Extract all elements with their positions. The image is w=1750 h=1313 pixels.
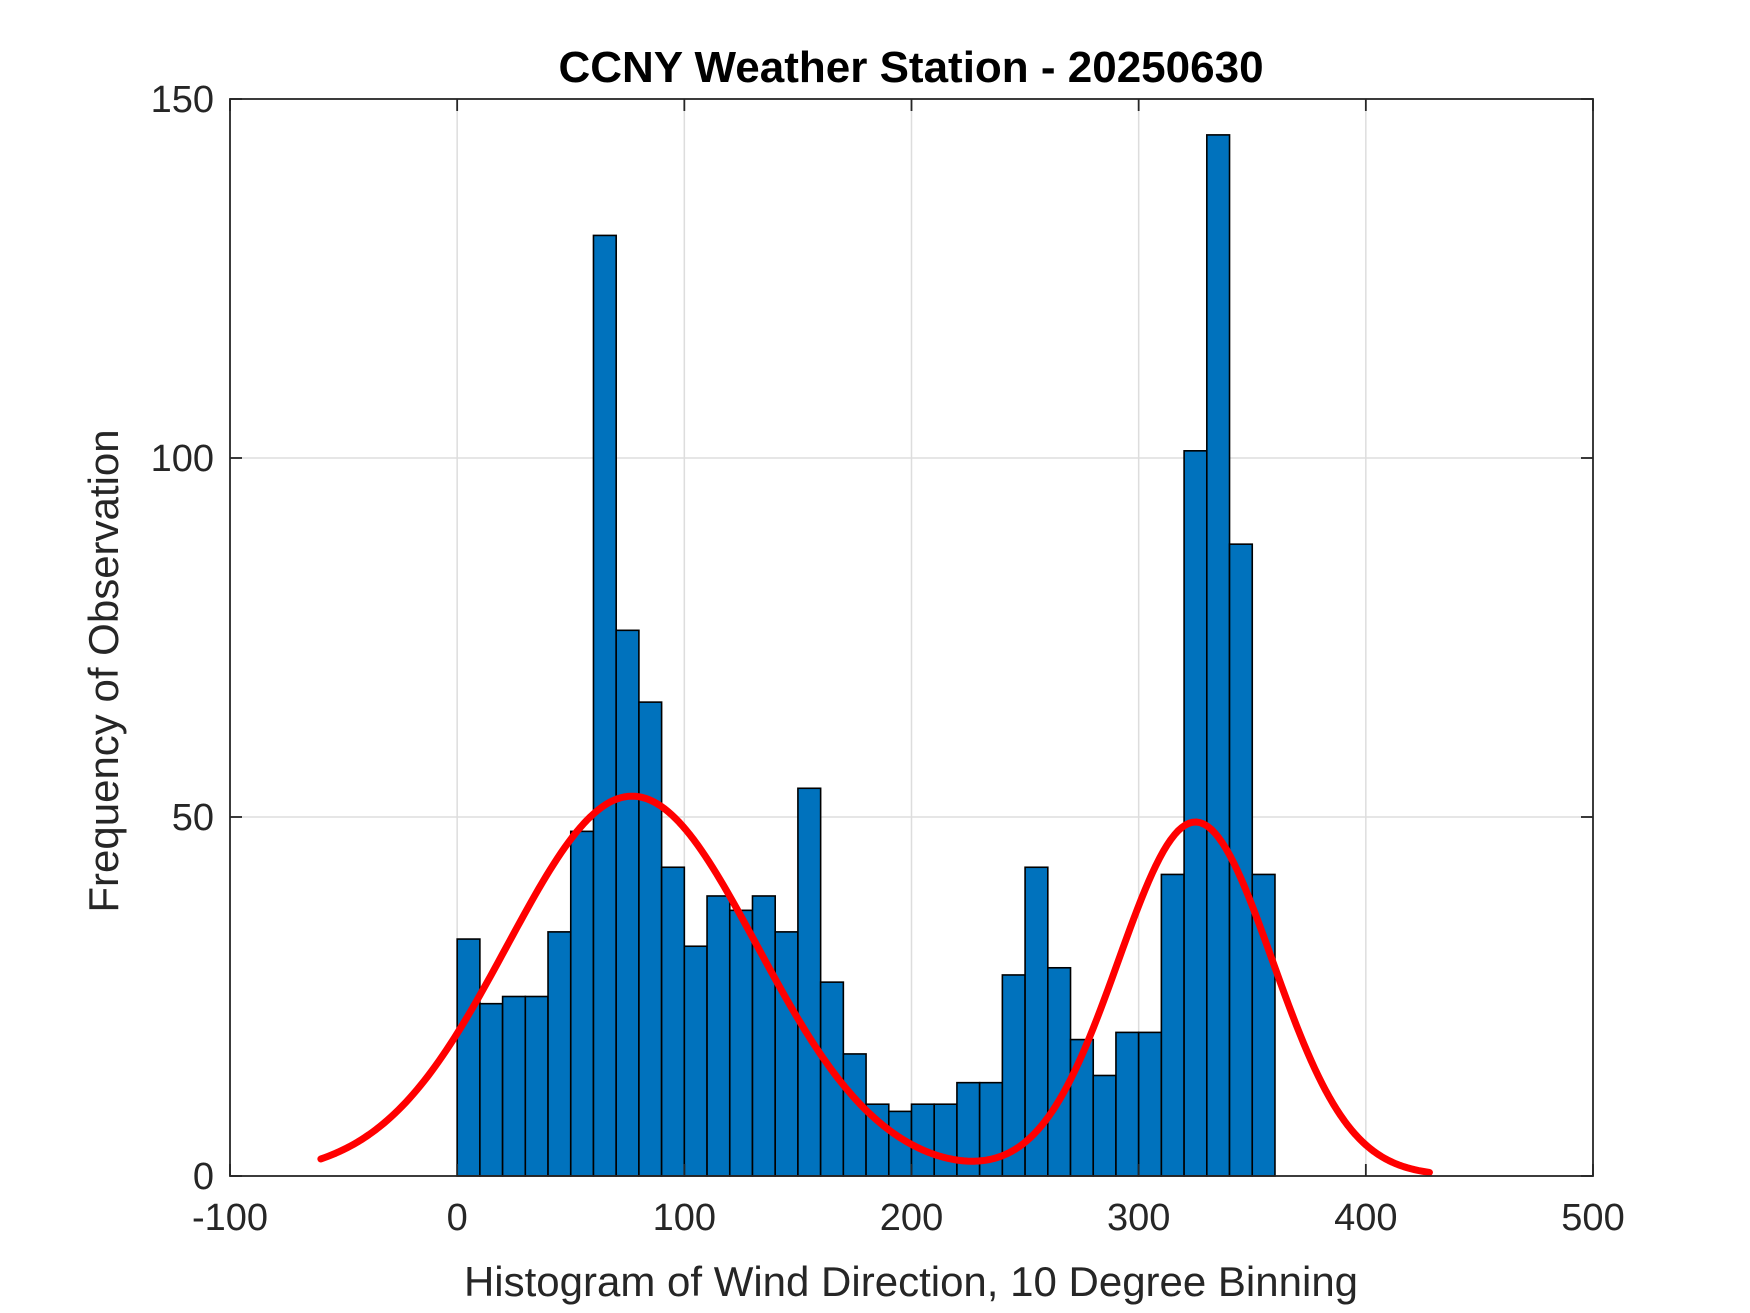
histogram-bar <box>706 895 731 1177</box>
histogram-bar <box>933 1103 958 1177</box>
y-tick-label: 150 <box>151 79 214 121</box>
y-tick-label: 100 <box>151 438 214 480</box>
histogram-bar <box>1047 966 1072 1177</box>
histogram-bar <box>615 629 640 1177</box>
y-tick-labels: 0 50 100 150 <box>151 79 214 1198</box>
histogram-bar <box>638 701 663 1177</box>
histogram-bar <box>842 1053 867 1177</box>
histogram-bar <box>547 931 572 1177</box>
x-tick-label: 300 <box>1107 1197 1170 1239</box>
histogram-bar <box>797 787 822 1177</box>
fit-curve <box>317 792 1433 1176</box>
x-tick-label: 400 <box>1334 1197 1397 1239</box>
histogram-bar <box>569 830 595 1177</box>
y-tick-label: 0 <box>193 1156 214 1198</box>
x-tick-labels: -100 0 100 200 300 400 500 <box>192 1197 1625 1239</box>
histogram-bar <box>1183 450 1208 1177</box>
histogram-bar <box>1115 1031 1140 1177</box>
axis-ticks <box>229 98 1594 1177</box>
chart-title: CCNY Weather Station - 20250630 <box>558 43 1263 92</box>
x-tick-label: 200 <box>880 1197 943 1239</box>
x-tick-label: 100 <box>653 1197 716 1239</box>
x-tick-label: 500 <box>1561 1197 1624 1239</box>
histogram-bar <box>456 938 481 1177</box>
histogram-bar <box>910 1103 936 1177</box>
histogram-bar <box>683 945 708 1177</box>
histogram-bar <box>524 995 549 1177</box>
histogram-bars <box>456 134 1276 1177</box>
histogram-bar <box>660 866 686 1177</box>
y-tick-label: 50 <box>172 797 214 839</box>
histogram-bar <box>1137 1031 1163 1177</box>
histogram-bar <box>1206 134 1231 1177</box>
grid <box>230 99 1593 1176</box>
x-tick-label: -100 <box>192 1197 268 1239</box>
histogram-bar <box>592 234 617 1177</box>
x-tick-label: 0 <box>447 1197 468 1239</box>
x-axis-label: Histogram of Wind Direction, 10 Degree B… <box>464 1258 1358 1305</box>
histogram-bar <box>774 931 799 1177</box>
histogram-bar <box>479 1002 504 1177</box>
y-axis-label: Frequency of Observation <box>80 429 127 912</box>
histogram-bar <box>1160 873 1185 1177</box>
histogram-bar <box>1092 1074 1117 1177</box>
histogram-bar <box>501 995 527 1177</box>
histogram-bar <box>728 909 754 1177</box>
